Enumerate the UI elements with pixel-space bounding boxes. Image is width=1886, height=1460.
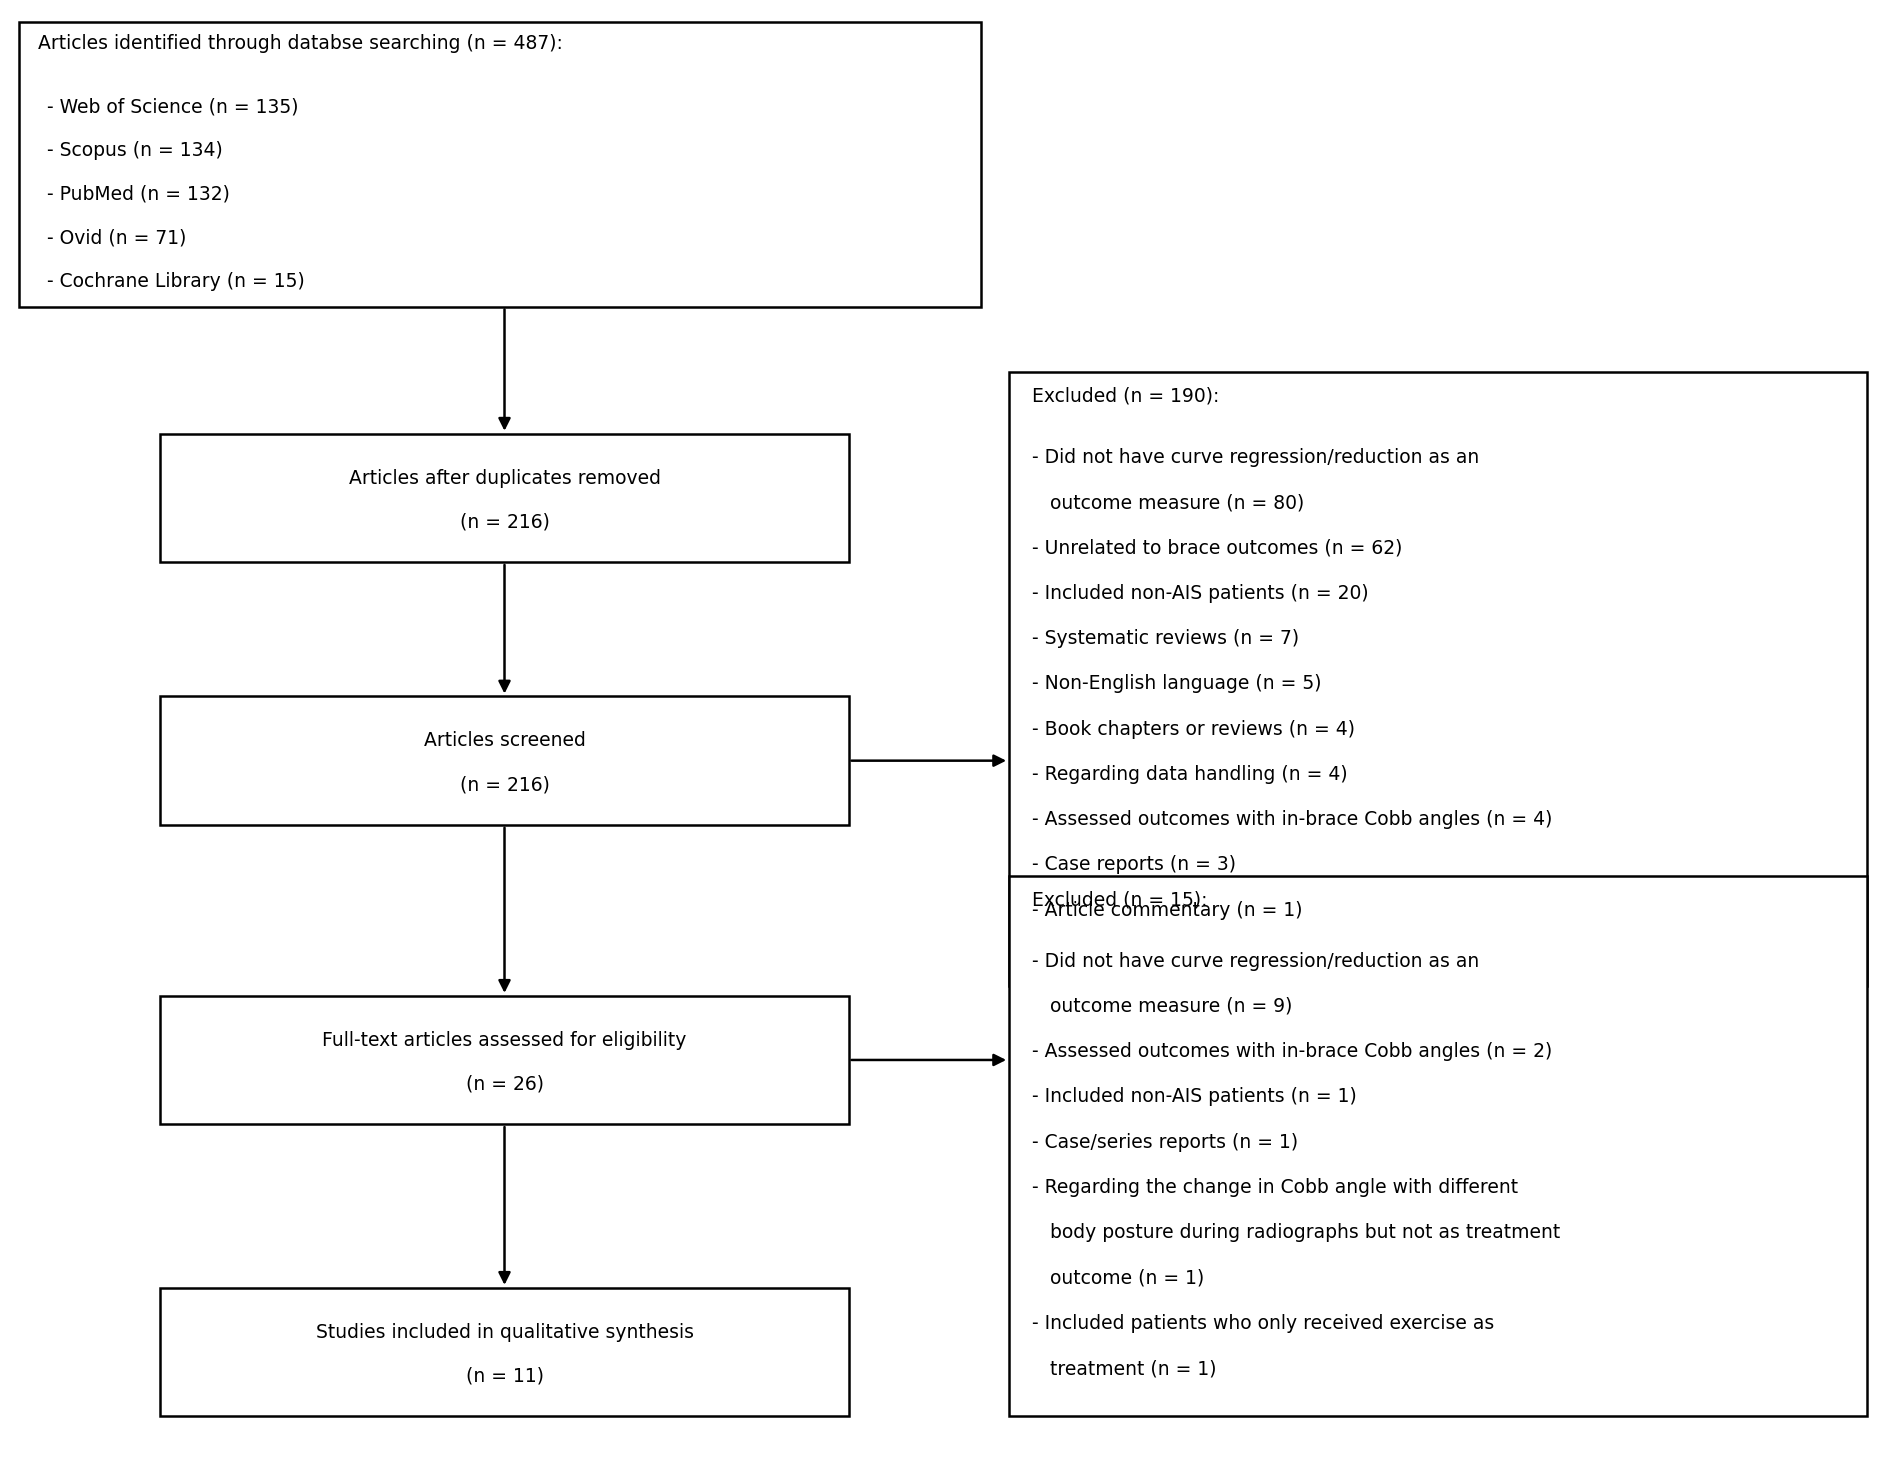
Text: - Web of Science (n = 135): - Web of Science (n = 135) xyxy=(47,96,298,117)
Text: - PubMed (n = 132): - PubMed (n = 132) xyxy=(47,184,230,204)
Text: Articles after duplicates removed: Articles after duplicates removed xyxy=(349,469,660,488)
Text: Articles identified through databse searching (n = 487):: Articles identified through databse sear… xyxy=(38,34,562,53)
Text: (n = 26): (n = 26) xyxy=(466,1075,543,1094)
Text: outcome measure (n = 80): outcome measure (n = 80) xyxy=(1032,493,1303,512)
Text: - Regarding data handling (n = 4): - Regarding data handling (n = 4) xyxy=(1032,765,1347,784)
Text: (n = 216): (n = 216) xyxy=(460,775,549,794)
Text: outcome measure (n = 9): outcome measure (n = 9) xyxy=(1032,997,1292,1016)
Text: - Book chapters or reviews (n = 4): - Book chapters or reviews (n = 4) xyxy=(1032,720,1354,739)
Bar xyxy=(160,1288,849,1416)
Bar xyxy=(19,22,981,307)
Text: Excluded (n = 15):: Excluded (n = 15): xyxy=(1032,891,1207,910)
Text: - Assessed outcomes with in-brace Cobb angles (n = 4): - Assessed outcomes with in-brace Cobb a… xyxy=(1032,810,1552,829)
Text: Excluded (n = 190):: Excluded (n = 190): xyxy=(1032,387,1218,406)
Text: body posture during radiographs but not as treatment: body posture during radiographs but not … xyxy=(1032,1223,1560,1242)
Text: Full-text articles assessed for eligibility: Full-text articles assessed for eligibil… xyxy=(323,1031,687,1050)
Text: Studies included in qualitative synthesis: Studies included in qualitative synthesi… xyxy=(315,1323,694,1342)
Text: (n = 216): (n = 216) xyxy=(460,512,549,531)
Text: - Unrelated to brace outcomes (n = 62): - Unrelated to brace outcomes (n = 62) xyxy=(1032,539,1401,558)
Bar xyxy=(160,996,849,1124)
Text: - Case reports (n = 3): - Case reports (n = 3) xyxy=(1032,856,1235,875)
Text: - Article commentary (n = 1): - Article commentary (n = 1) xyxy=(1032,901,1301,920)
Text: - Did not have curve regression/reduction as an: - Did not have curve regression/reductio… xyxy=(1032,952,1479,971)
Bar xyxy=(160,696,849,825)
Bar xyxy=(1009,372,1867,986)
Bar xyxy=(1009,876,1867,1416)
Text: - Did not have curve regression/reduction as an: - Did not have curve regression/reductio… xyxy=(1032,448,1479,467)
Text: outcome (n = 1): outcome (n = 1) xyxy=(1032,1269,1203,1288)
Text: - Ovid (n = 71): - Ovid (n = 71) xyxy=(47,228,187,248)
Text: - Non-English language (n = 5): - Non-English language (n = 5) xyxy=(1032,675,1320,693)
Bar xyxy=(160,434,849,562)
Text: - Regarding the change in Cobb angle with different: - Regarding the change in Cobb angle wit… xyxy=(1032,1178,1518,1197)
Text: - Included non-AIS patients (n = 1): - Included non-AIS patients (n = 1) xyxy=(1032,1088,1356,1107)
Text: Articles screened: Articles screened xyxy=(424,731,585,750)
Text: - Included non-AIS patients (n = 20): - Included non-AIS patients (n = 20) xyxy=(1032,584,1367,603)
Text: - Case/series reports (n = 1): - Case/series reports (n = 1) xyxy=(1032,1133,1298,1152)
Text: treatment (n = 1): treatment (n = 1) xyxy=(1032,1359,1216,1378)
Text: - Assessed outcomes with in-brace Cobb angles (n = 2): - Assessed outcomes with in-brace Cobb a… xyxy=(1032,1042,1552,1061)
Text: - Systematic reviews (n = 7): - Systematic reviews (n = 7) xyxy=(1032,629,1299,648)
Text: - Scopus (n = 134): - Scopus (n = 134) xyxy=(47,140,223,161)
Text: - Cochrane Library (n = 15): - Cochrane Library (n = 15) xyxy=(47,272,306,292)
Text: - Included patients who only received exercise as: - Included patients who only received ex… xyxy=(1032,1314,1494,1333)
Text: (n = 11): (n = 11) xyxy=(466,1367,543,1386)
